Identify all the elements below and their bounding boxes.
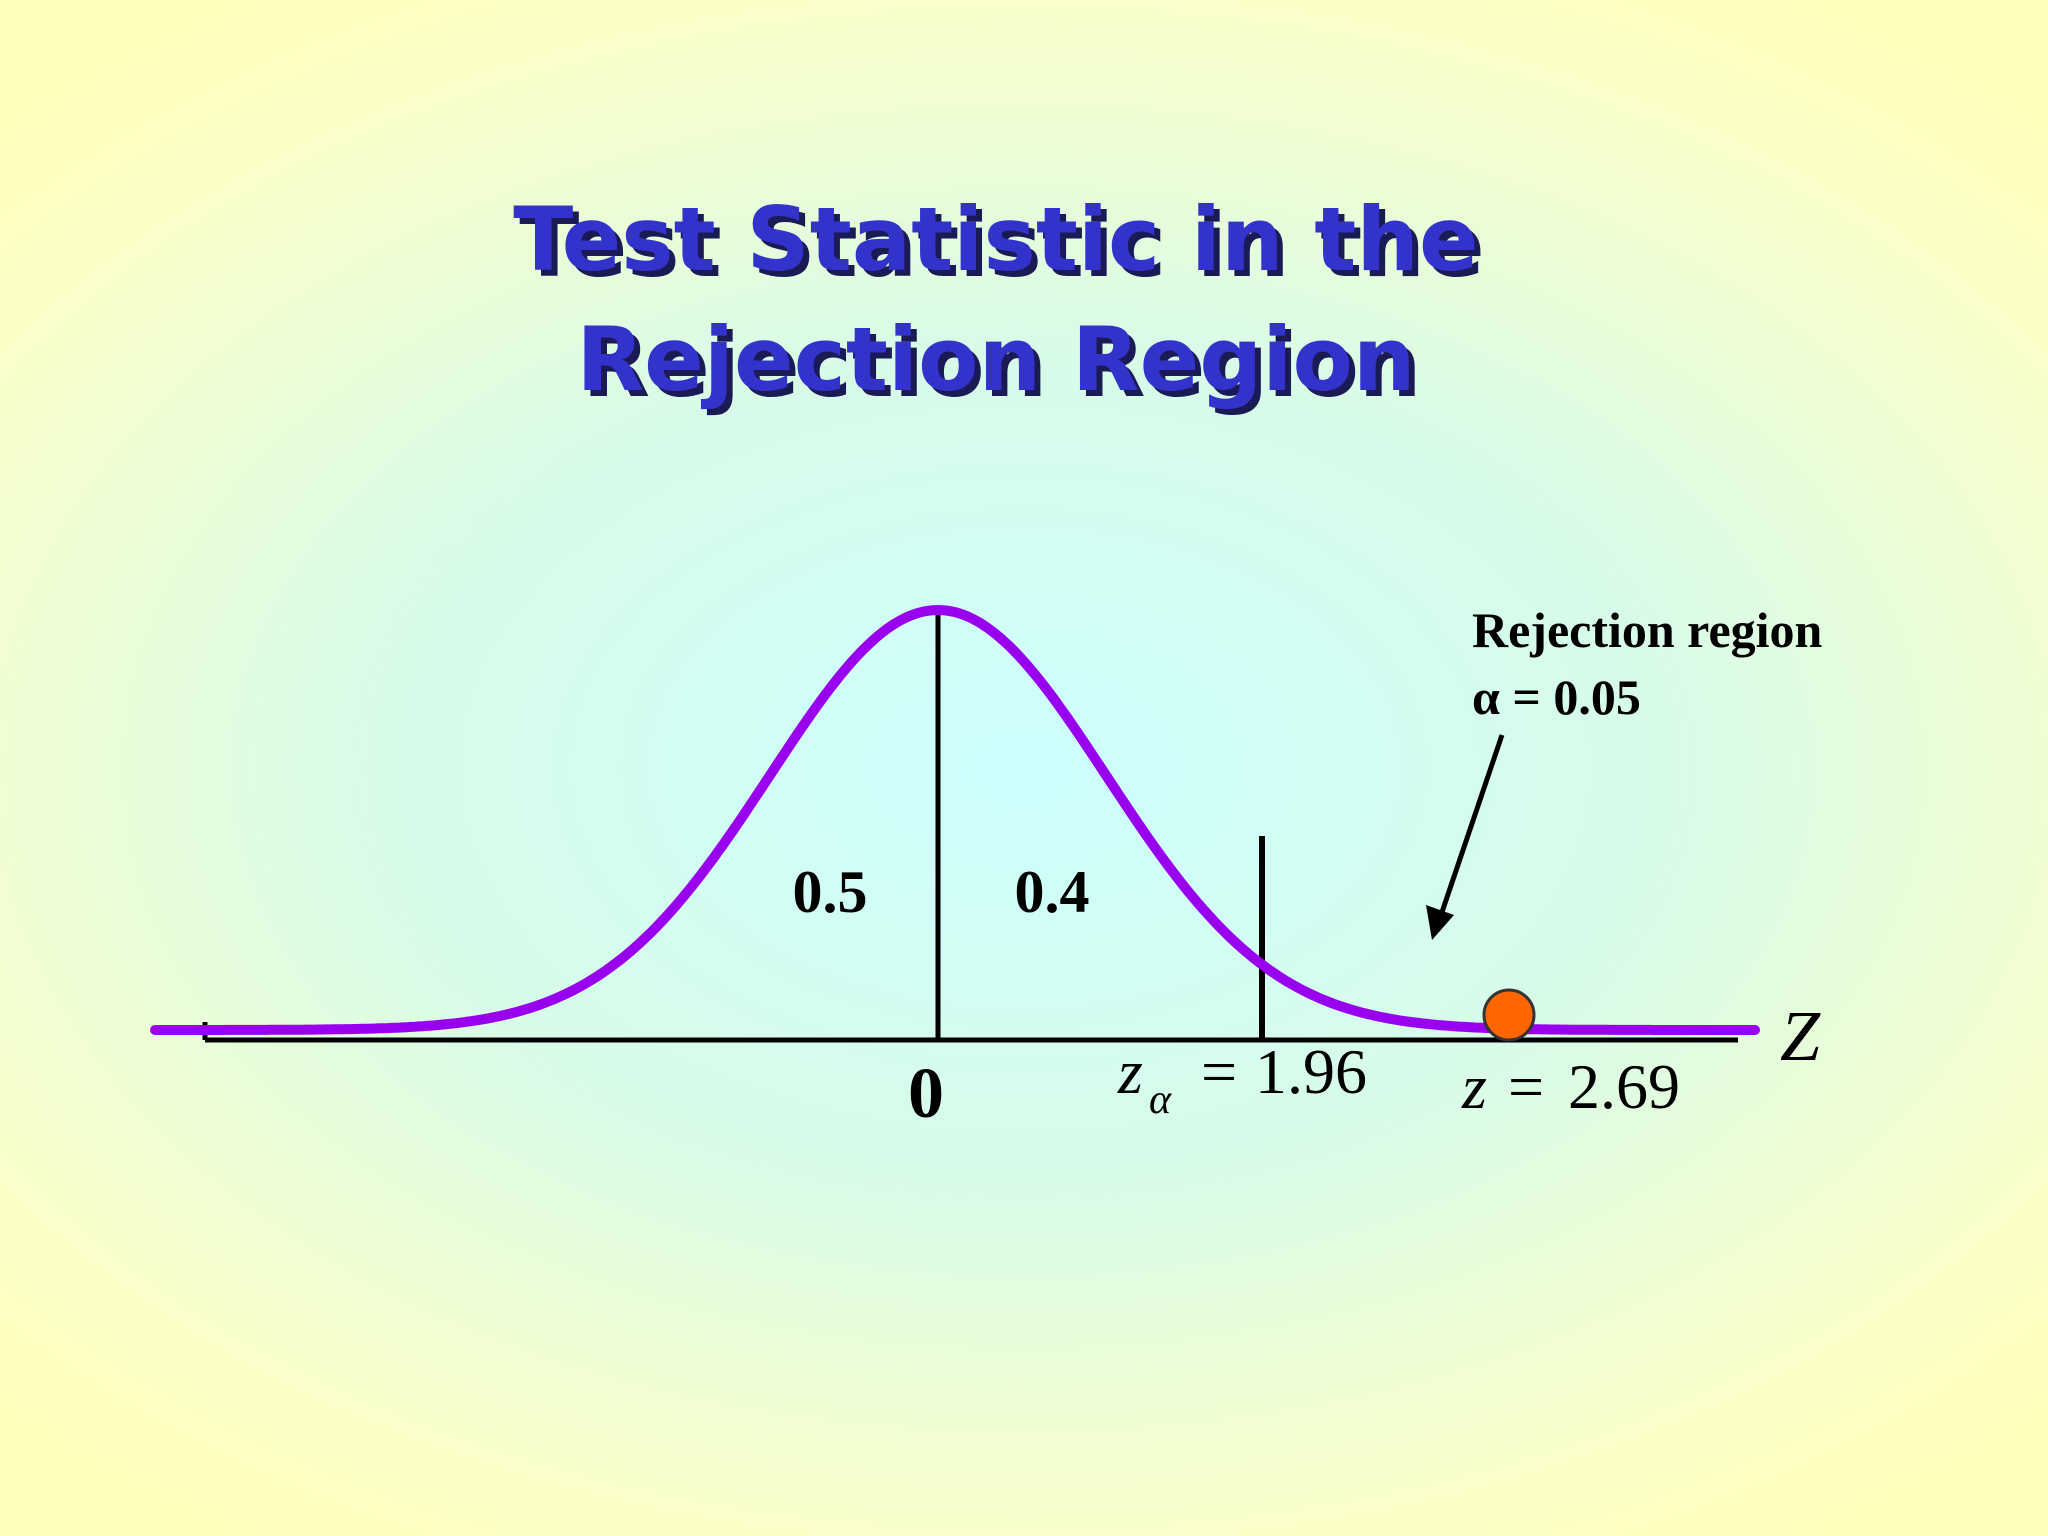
title-line2-shadow: Rejection Region — [582, 314, 1421, 417]
zero-label: 0 — [908, 1053, 944, 1133]
callout-line1: Rejection region — [1472, 602, 1823, 658]
test-statistic-marker — [1482, 988, 1536, 1042]
stat-value: 2.69 — [1568, 1051, 1680, 1122]
slide-title: Test Statistic in the Test Statistic in … — [513, 188, 1484, 417]
area-left-label: 0.5 — [793, 859, 868, 925]
title-line1: Test Statistic in the — [513, 188, 1478, 291]
callout-arrow-shaft — [1437, 734, 1505, 919]
critical-var: z — [1117, 1036, 1143, 1107]
critical-value: 1.96 — [1255, 1036, 1367, 1107]
title-line2: Rejection Region — [576, 308, 1415, 411]
stat-eq: = — [1508, 1051, 1544, 1122]
axis-label: Z — [1780, 996, 1821, 1076]
title-line1-shadow: Test Statistic in the — [519, 194, 1484, 297]
callout-line2: α = 0.05 — [1472, 669, 1641, 725]
critical-sub: α — [1149, 1077, 1172, 1123]
stat-var: z — [1461, 1051, 1487, 1122]
test-statistic-label: z = 2.69 — [1461, 1051, 1680, 1122]
area-middle-label: 0.4 — [1015, 859, 1090, 925]
callout-arrow-head — [1426, 905, 1454, 940]
critical-value-label: z α = 1.96 — [1117, 1036, 1367, 1123]
critical-eq: = — [1201, 1036, 1237, 1107]
